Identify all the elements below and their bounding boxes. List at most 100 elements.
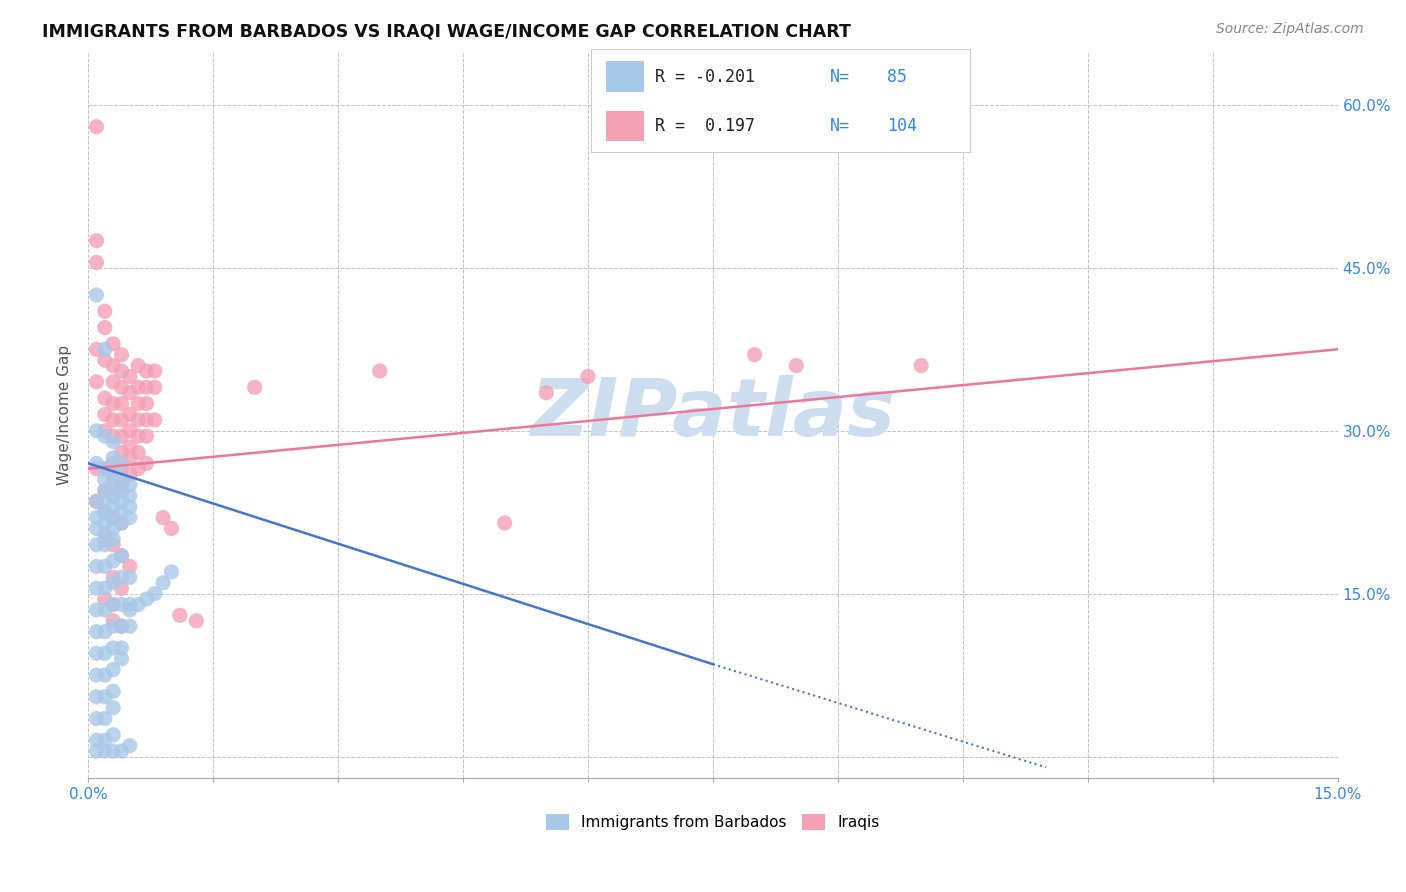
Point bbox=[127, 396, 149, 410]
Point bbox=[101, 429, 124, 443]
Point bbox=[118, 598, 141, 612]
Point bbox=[101, 489, 124, 503]
Point bbox=[160, 521, 183, 535]
Point bbox=[118, 489, 141, 503]
Point bbox=[127, 445, 149, 459]
Point bbox=[101, 359, 124, 373]
Point bbox=[101, 510, 124, 524]
Point bbox=[143, 364, 166, 378]
Bar bbox=[606, 111, 644, 141]
Point bbox=[101, 533, 124, 547]
Point bbox=[152, 575, 174, 590]
Point bbox=[101, 510, 124, 524]
Point bbox=[110, 581, 132, 595]
Point bbox=[135, 413, 157, 427]
Point bbox=[94, 408, 117, 422]
Point bbox=[110, 598, 132, 612]
Legend: Immigrants from Barbados, Iraqis: Immigrants from Barbados, Iraqis bbox=[540, 808, 886, 836]
Point bbox=[135, 592, 157, 607]
Point bbox=[101, 575, 124, 590]
Point bbox=[101, 473, 124, 487]
Point bbox=[152, 510, 174, 524]
Point bbox=[101, 521, 124, 535]
Point bbox=[576, 369, 599, 384]
Point bbox=[127, 380, 149, 394]
Point bbox=[94, 424, 117, 438]
Point bbox=[101, 413, 124, 427]
Point bbox=[110, 461, 132, 475]
Point bbox=[536, 385, 558, 400]
Point bbox=[243, 380, 266, 394]
Point bbox=[86, 510, 108, 524]
Point bbox=[110, 570, 132, 584]
Point bbox=[86, 711, 108, 725]
Point bbox=[368, 364, 391, 378]
Point bbox=[127, 598, 149, 612]
Point bbox=[101, 614, 124, 628]
Point bbox=[86, 120, 108, 134]
Point bbox=[110, 494, 132, 508]
Point bbox=[101, 684, 124, 698]
Point bbox=[110, 380, 132, 394]
Point bbox=[118, 478, 141, 492]
Point bbox=[86, 375, 108, 389]
Point bbox=[94, 353, 117, 368]
Text: R = -0.201: R = -0.201 bbox=[655, 68, 755, 86]
Point bbox=[94, 320, 117, 334]
Point bbox=[118, 385, 141, 400]
Point bbox=[110, 505, 132, 519]
Point bbox=[86, 494, 108, 508]
Point bbox=[94, 592, 117, 607]
Text: 85: 85 bbox=[887, 68, 907, 86]
Point bbox=[110, 744, 132, 758]
Point bbox=[118, 467, 141, 482]
Point bbox=[94, 304, 117, 318]
Point bbox=[910, 359, 932, 373]
Point bbox=[101, 478, 124, 492]
Point bbox=[127, 461, 149, 475]
Y-axis label: Wage/Income Gap: Wage/Income Gap bbox=[58, 344, 72, 484]
Point bbox=[110, 516, 132, 530]
Point bbox=[94, 343, 117, 357]
Point bbox=[101, 700, 124, 714]
Point bbox=[118, 570, 141, 584]
Point bbox=[94, 527, 117, 541]
Bar bbox=[606, 62, 644, 92]
Point bbox=[110, 413, 132, 427]
Point bbox=[110, 456, 132, 470]
Point bbox=[118, 500, 141, 514]
Point bbox=[94, 516, 117, 530]
Point bbox=[135, 364, 157, 378]
Point bbox=[86, 461, 108, 475]
Point bbox=[86, 690, 108, 704]
Point bbox=[127, 359, 149, 373]
Point bbox=[110, 619, 132, 633]
Point bbox=[94, 429, 117, 443]
Point bbox=[86, 581, 108, 595]
Point bbox=[94, 559, 117, 574]
Point bbox=[118, 369, 141, 384]
Point bbox=[101, 337, 124, 351]
Point bbox=[110, 549, 132, 563]
Point bbox=[94, 473, 117, 487]
Point bbox=[135, 456, 157, 470]
Point bbox=[118, 450, 141, 465]
Point bbox=[143, 586, 166, 600]
Point bbox=[118, 424, 141, 438]
Point bbox=[101, 450, 124, 465]
Point bbox=[118, 408, 141, 422]
Point bbox=[86, 733, 108, 747]
Point bbox=[494, 516, 516, 530]
Point bbox=[744, 348, 766, 362]
Text: 104: 104 bbox=[887, 117, 917, 135]
Point bbox=[101, 598, 124, 612]
Point bbox=[94, 483, 117, 498]
Point bbox=[101, 619, 124, 633]
Point bbox=[101, 489, 124, 503]
Point bbox=[94, 461, 117, 475]
Point bbox=[101, 500, 124, 514]
Point bbox=[110, 364, 132, 378]
Point bbox=[94, 391, 117, 405]
Point bbox=[94, 533, 117, 547]
Point bbox=[110, 516, 132, 530]
